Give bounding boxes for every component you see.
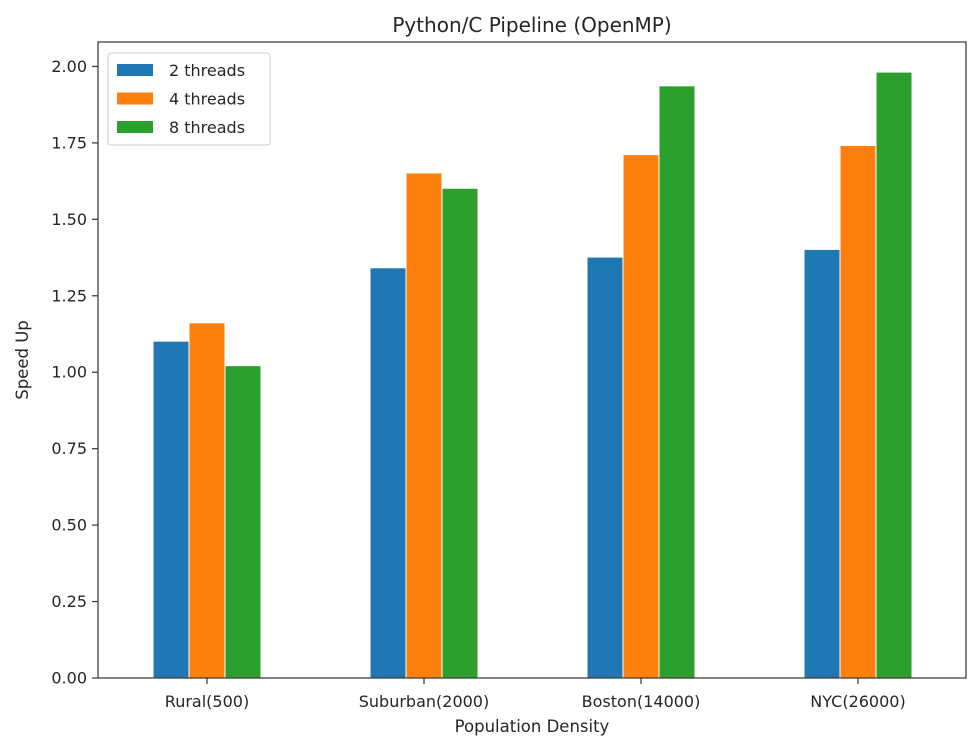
legend-swatch — [117, 121, 153, 133]
y-tick-label: 1.25 — [51, 286, 87, 305]
x-tick-label: Rural(500) — [165, 692, 249, 711]
bar-2-4 — [840, 145, 876, 678]
y-tick-label: 0.25 — [51, 592, 87, 611]
bar-2-3 — [623, 155, 659, 678]
x-axis-ticks: Rural(500) Suburban(2000) Boston(14000) NYC… — [165, 678, 906, 711]
legend-items: 2 threads 4 threads 8 threads — [117, 61, 245, 137]
legend-label: 2 threads — [169, 61, 245, 80]
y-tick-label: 0.00 — [51, 669, 87, 688]
x-tick-label: Suburban(2000) — [359, 692, 489, 711]
bar-2-2 — [406, 173, 442, 679]
legend: 2 threads 4 threads 8 threads — [107, 52, 271, 146]
y-tick-label: 1.75 — [51, 133, 87, 152]
y-tick-label: 2.00 — [51, 57, 87, 76]
bar-1-4 — [804, 249, 840, 679]
x-tick-label: Boston(14000) — [582, 692, 701, 711]
bars-layer — [153, 72, 912, 679]
y-axis-label: Speed Up — [13, 320, 32, 400]
x-axis-label: Population Density — [455, 717, 610, 736]
bar-3-3 — [659, 86, 695, 679]
x-tick-label: NYC(26000) — [810, 692, 905, 711]
bar-3-1 — [225, 366, 261, 678]
y-axis-ticks: 0.00 0.25 0.50 0.75 1.00 1.25 1.50 1.75 2.00 — [51, 57, 98, 688]
y-tick-label: 1.00 — [51, 363, 87, 382]
legend-swatch — [117, 92, 153, 105]
bar-3-4 — [876, 72, 912, 678]
y-tick-label: 1.50 — [51, 210, 87, 229]
legend-swatch — [117, 64, 153, 76]
plot-area-frame — [97, 41, 967, 679]
legend-label: 4 threads — [169, 90, 245, 109]
y-tick-label: 0.75 — [51, 439, 87, 458]
bar-1-3 — [587, 257, 623, 678]
chart-title: Python/C Pipeline (OpenMP) — [392, 13, 671, 37]
y-tick-label: 0.50 — [51, 516, 87, 535]
bar-2-1 — [189, 323, 225, 678]
bar-1-2 — [370, 268, 406, 678]
bar-1-1 — [153, 341, 189, 678]
legend-label: 8 threads — [169, 118, 245, 137]
bar-3-2 — [442, 188, 478, 678]
